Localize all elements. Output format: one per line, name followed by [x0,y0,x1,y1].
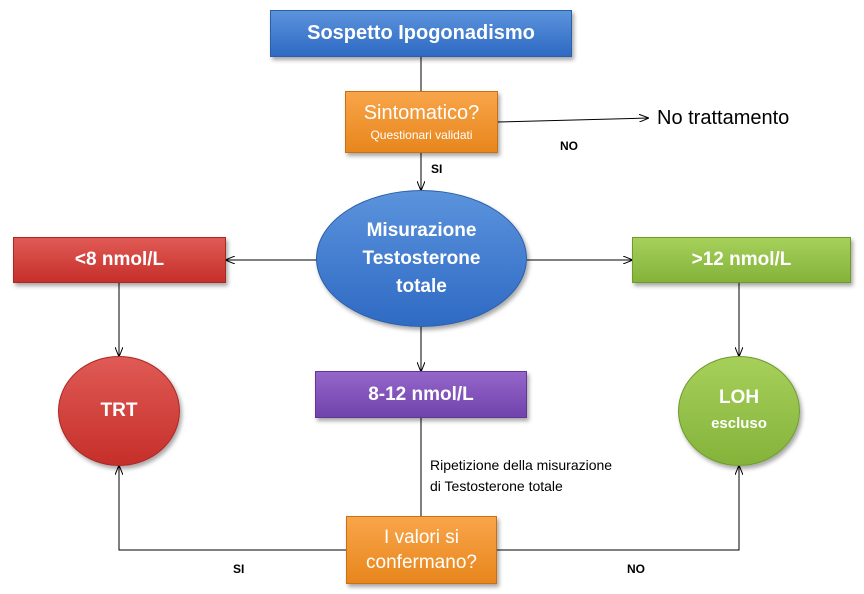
si-label-bottom: SI [233,562,245,576]
low-testosterone-box: <8 nmol/L [13,237,226,283]
loh-excluded-ellipse: LOH escluso [678,356,800,466]
edge-confirm-to-trt [119,466,346,551]
trt-label: TRT [100,400,138,421]
confirm-values-box: I valori si confermano? [346,516,497,584]
confirm-line-1: I valori si [384,527,459,548]
loh-label: LOH [718,387,760,408]
repeat-line-1: Ripetizione della misurazione [430,457,613,473]
no-treatment-label: No trattamento [657,107,790,129]
measure-testosterone-ellipse: Misurazione Testosterone totale [316,190,527,327]
symptomatic-box: Sintomatico? Questionari validati [345,91,498,153]
no-label-top: NO [560,139,578,153]
mid-testosterone-box: 8-12 nmol/L [315,371,527,418]
confirm-line-2: confermano? [366,552,477,573]
repeat-measure-note: Ripetizione della misurazione di Testost… [430,455,612,497]
suspect-hypogonadism-label: Sospetto Ipogonadismo [307,22,535,44]
measure-line-2: Testosterone [362,247,481,269]
edge-confirm-to-loh [497,466,739,551]
measure-line-3: totale [396,275,447,297]
symptomatic-title: Sintomatico? [363,102,480,124]
repeat-line-2: di Testosterone totale [430,478,563,494]
high-testosterone-label: >12 nmol/L [691,249,792,270]
high-testosterone-box: >12 nmol/L [632,237,851,283]
suspect-hypogonadism-box: Sospetto Ipogonadismo [270,10,572,57]
measure-line-1: Misurazione [366,219,477,241]
si-label-top: SI [431,162,443,176]
symptomatic-subtitle: Questionari validati [370,128,473,142]
edge-symptomatic-to-no-treatment [497,118,648,123]
low-testosterone-label: <8 nmol/L [74,249,165,270]
no-label-bottom: NO [627,562,645,576]
mid-testosterone-label: 8-12 nmol/L [368,383,474,405]
loh-excluded-label: escluso [711,415,767,432]
trt-ellipse: TRT [58,356,180,466]
